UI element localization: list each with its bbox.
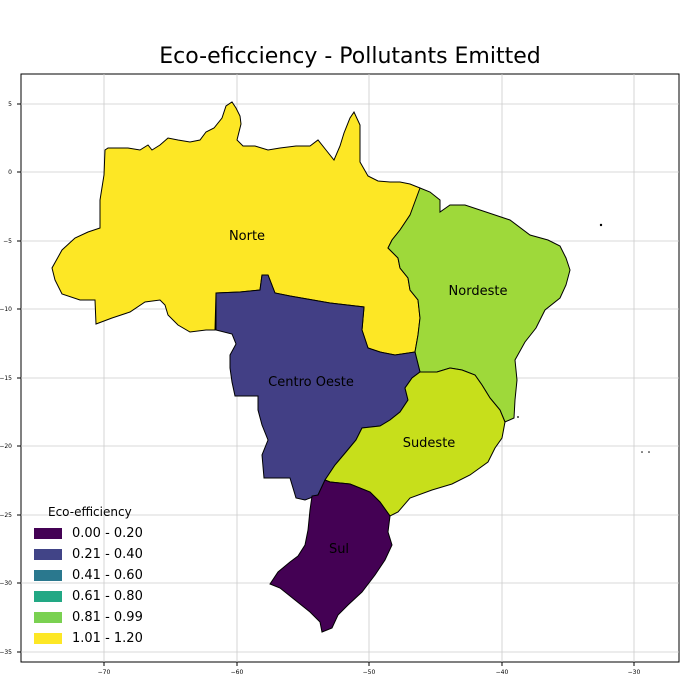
map-title: Eco-eficciency - Pollutants Emitted [159,44,541,69]
region-label-sul: Sul [329,542,349,557]
region-label-centro-oeste: Centro Oeste [268,375,354,390]
y-tick-label: −15 [0,375,12,382]
y-axis-ticks: 5 0 −5 −10 −15 −20 −25 −30 −35 [0,101,21,656]
legend: Eco-efficiency 0.00 - 0.20 0.21 - 0.40 0… [26,505,154,649]
y-tick-label: −35 [0,649,12,656]
legend-label: 1.01 - 1.20 [72,631,143,646]
legend-swatch [34,549,62,560]
y-tick-label: −30 [0,580,12,587]
y-tick-label: 0 [8,169,12,176]
island-mark [599,223,603,227]
legend-item: 0.00 - 0.20 [26,523,154,544]
legend-swatch [34,528,62,539]
legend-label: 0.00 - 0.20 [72,526,143,541]
legend-label: 0.21 - 0.40 [72,547,143,562]
legend-swatch [34,633,62,644]
legend-swatch [34,612,62,623]
region-nordeste[interactable] [387,187,571,423]
legend-item: 0.21 - 0.40 [26,544,154,565]
legend-swatch [34,570,62,581]
y-tick-label: −20 [0,443,12,450]
region-sudeste[interactable] [324,367,506,517]
island-mark [641,451,643,453]
region-label-sudeste: Sudeste [403,436,456,451]
y-tick-label: −5 [3,238,12,245]
legend-title: Eco-efficiency [48,505,132,519]
island-mark [648,451,650,453]
legend-item: 0.81 - 0.99 [26,607,154,628]
y-tick-label: −10 [0,306,12,313]
x-axis-ticks: −70 −60 −50 −40 −30 [98,662,641,676]
region-label-nordeste: Nordeste [449,284,508,299]
region-label-norte: Norte [229,229,265,244]
legend-swatch [34,591,62,602]
x-tick-label: −50 [363,669,376,676]
legend-label: 0.61 - 0.80 [72,589,143,604]
x-tick-label: −30 [628,669,641,676]
legend-item: 0.61 - 0.80 [26,586,154,607]
x-tick-label: −40 [496,669,509,676]
x-tick-label: −70 [98,669,111,676]
island-mark [517,416,519,418]
y-tick-label: −25 [0,512,12,519]
legend-item: 0.41 - 0.60 [26,565,154,586]
legend-label: 0.81 - 0.99 [72,610,143,625]
y-tick-label: 5 [8,101,12,108]
x-tick-label: −60 [231,669,244,676]
legend-item: 1.01 - 1.20 [26,628,154,649]
legend-label: 0.41 - 0.60 [72,568,143,583]
region-sul[interactable] [269,479,393,633]
